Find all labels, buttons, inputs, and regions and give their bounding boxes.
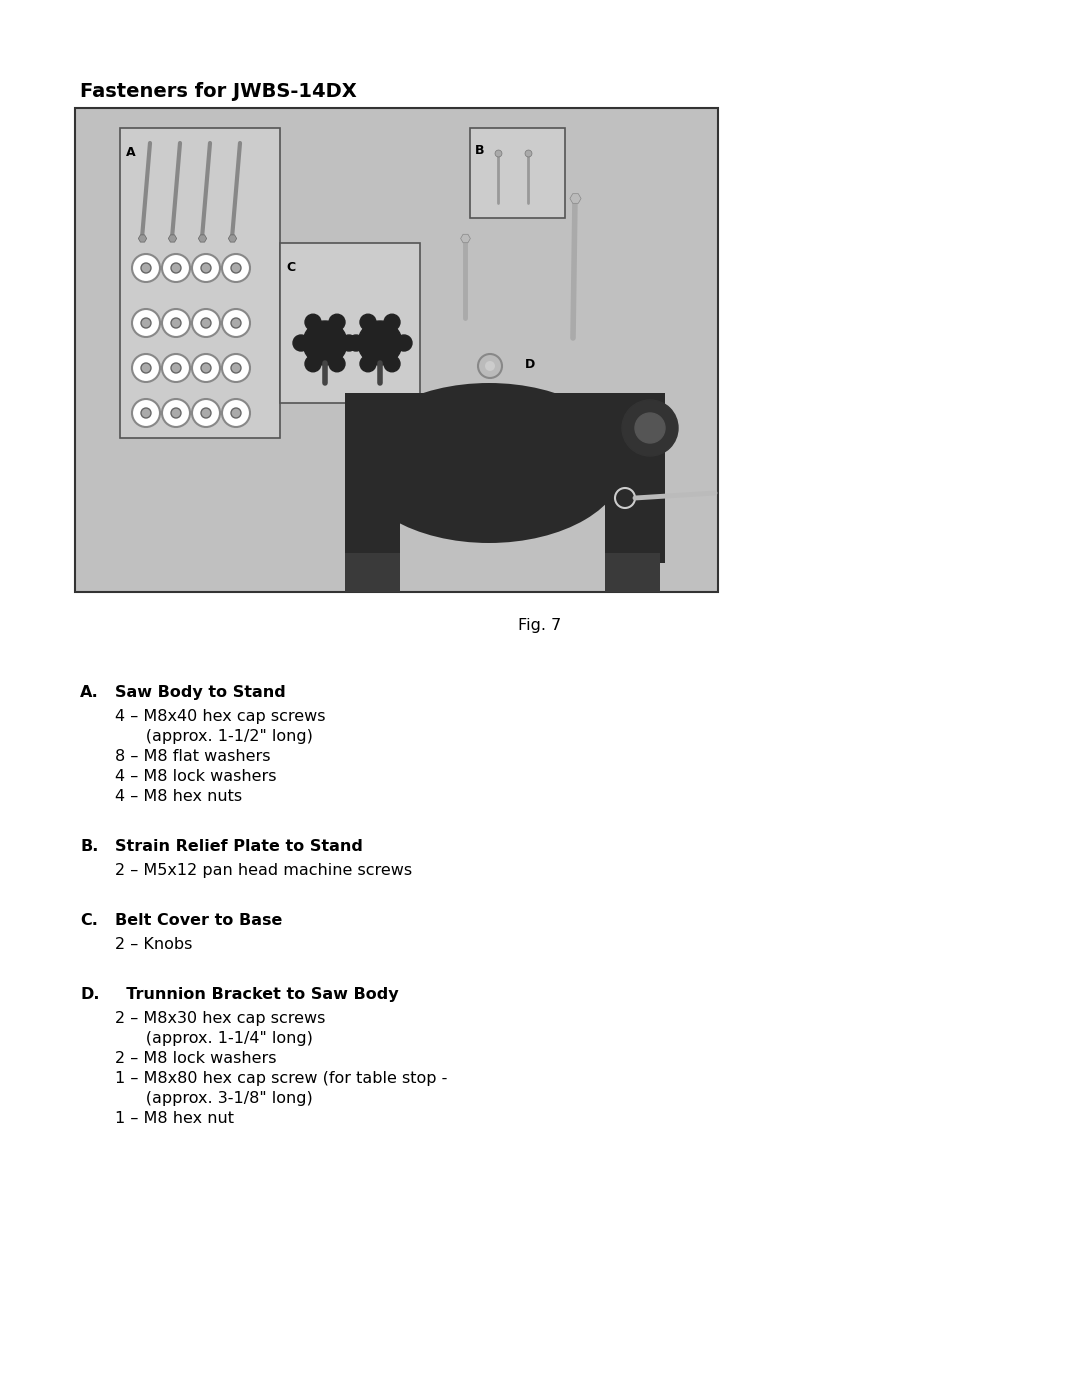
Text: A.: A. bbox=[80, 685, 98, 700]
Bar bbox=[345, 553, 400, 592]
Circle shape bbox=[132, 353, 160, 381]
Circle shape bbox=[222, 254, 249, 282]
Circle shape bbox=[201, 408, 211, 418]
Circle shape bbox=[192, 254, 220, 282]
Circle shape bbox=[293, 335, 309, 351]
Text: D: D bbox=[525, 358, 536, 372]
Bar bbox=[470, 129, 565, 218]
Circle shape bbox=[201, 319, 211, 328]
Circle shape bbox=[192, 400, 220, 427]
Text: 2 – M8x30 hex cap screws: 2 – M8x30 hex cap screws bbox=[114, 1011, 325, 1025]
Bar bbox=[280, 243, 420, 402]
Circle shape bbox=[171, 363, 181, 373]
Text: (approx. 1-1/4" long): (approx. 1-1/4" long) bbox=[114, 1031, 313, 1046]
Circle shape bbox=[231, 408, 241, 418]
Circle shape bbox=[357, 321, 402, 365]
Circle shape bbox=[231, 363, 241, 373]
Circle shape bbox=[192, 353, 220, 381]
Circle shape bbox=[222, 400, 249, 427]
Bar bbox=[120, 129, 280, 439]
Circle shape bbox=[141, 319, 151, 328]
Text: 2 – M5x12 pan head machine screws: 2 – M5x12 pan head machine screws bbox=[114, 863, 413, 877]
Circle shape bbox=[132, 309, 160, 337]
Text: Trunnion Bracket to Saw Body: Trunnion Bracket to Saw Body bbox=[114, 988, 399, 1002]
Circle shape bbox=[231, 319, 241, 328]
Circle shape bbox=[171, 408, 181, 418]
Text: 2 – Knobs: 2 – Knobs bbox=[114, 937, 192, 951]
Bar bbox=[605, 553, 660, 592]
Bar bbox=[75, 108, 718, 592]
Circle shape bbox=[162, 254, 190, 282]
Text: Fasteners for JWBS-14DX: Fasteners for JWBS-14DX bbox=[80, 82, 356, 101]
Text: A: A bbox=[126, 147, 136, 159]
Text: (approx. 1-1/2" long): (approx. 1-1/2" long) bbox=[114, 729, 313, 745]
Circle shape bbox=[303, 321, 347, 365]
Circle shape bbox=[192, 309, 220, 337]
Circle shape bbox=[622, 400, 678, 455]
Circle shape bbox=[360, 356, 376, 372]
Circle shape bbox=[162, 309, 190, 337]
Text: 2 – M8 lock washers: 2 – M8 lock washers bbox=[114, 1051, 276, 1066]
Circle shape bbox=[305, 356, 321, 372]
Text: 4 – M8 lock washers: 4 – M8 lock washers bbox=[114, 768, 276, 784]
Circle shape bbox=[201, 263, 211, 272]
Text: Strain Relief Plate to Stand: Strain Relief Plate to Stand bbox=[114, 840, 363, 854]
Circle shape bbox=[141, 263, 151, 272]
Text: 1 – M8x80 hex cap screw (for table stop -: 1 – M8x80 hex cap screw (for table stop … bbox=[114, 1071, 447, 1085]
Circle shape bbox=[201, 363, 211, 373]
Circle shape bbox=[132, 400, 160, 427]
Circle shape bbox=[396, 335, 411, 351]
Circle shape bbox=[478, 353, 502, 379]
Bar bbox=[345, 393, 665, 474]
Text: Saw Body to Stand: Saw Body to Stand bbox=[114, 685, 286, 700]
Circle shape bbox=[171, 263, 181, 272]
Circle shape bbox=[329, 314, 345, 330]
Text: B: B bbox=[475, 144, 485, 156]
Bar bbox=[605, 393, 665, 563]
Text: C.: C. bbox=[80, 914, 98, 928]
Text: Fig. 7: Fig. 7 bbox=[518, 617, 562, 633]
Text: (approx. 3-1/8" long): (approx. 3-1/8" long) bbox=[114, 1091, 313, 1106]
Text: 4 – M8x40 hex cap screws: 4 – M8x40 hex cap screws bbox=[114, 710, 325, 724]
Text: B.: B. bbox=[80, 840, 98, 854]
Circle shape bbox=[231, 263, 241, 272]
Circle shape bbox=[341, 335, 357, 351]
Text: 8 – M8 flat washers: 8 – M8 flat washers bbox=[114, 749, 270, 764]
Circle shape bbox=[485, 360, 495, 372]
Circle shape bbox=[171, 319, 181, 328]
Circle shape bbox=[360, 314, 376, 330]
Text: 1 – M8 hex nut: 1 – M8 hex nut bbox=[114, 1111, 234, 1126]
Circle shape bbox=[305, 314, 321, 330]
Ellipse shape bbox=[353, 383, 625, 543]
Circle shape bbox=[348, 335, 364, 351]
Circle shape bbox=[141, 408, 151, 418]
Circle shape bbox=[222, 353, 249, 381]
Circle shape bbox=[141, 363, 151, 373]
Text: C: C bbox=[286, 261, 295, 274]
Circle shape bbox=[635, 414, 665, 443]
Circle shape bbox=[222, 309, 249, 337]
Text: 4 – M8 hex nuts: 4 – M8 hex nuts bbox=[114, 789, 242, 805]
Circle shape bbox=[162, 353, 190, 381]
Text: Belt Cover to Base: Belt Cover to Base bbox=[114, 914, 282, 928]
Circle shape bbox=[384, 314, 400, 330]
Circle shape bbox=[384, 356, 400, 372]
Circle shape bbox=[329, 356, 345, 372]
Bar bbox=[345, 393, 400, 563]
Circle shape bbox=[132, 254, 160, 282]
Text: D.: D. bbox=[80, 988, 99, 1002]
Circle shape bbox=[162, 400, 190, 427]
